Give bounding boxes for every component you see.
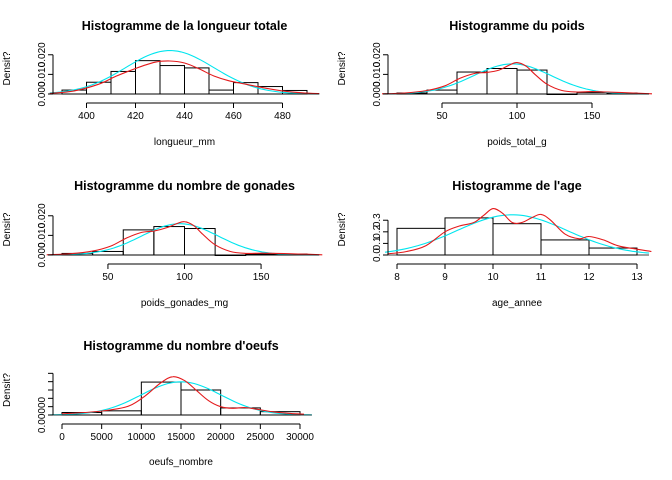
y-tick-label: 0.00000 — [37, 396, 48, 433]
histogram-panel-4: Histogramme de l'age 8 9 10 11 12 13 0.00.10.20… — [337, 179, 652, 309]
chart-title: Histogramme du poids — [449, 19, 584, 33]
kde-density-curve — [387, 208, 652, 255]
x-tick-label: 25000 — [246, 432, 274, 443]
histogram-bar — [516, 69, 548, 95]
histogram-bar — [588, 247, 638, 256]
histogram-bar — [159, 65, 185, 95]
x-axis-label: oeufs_nombre — [149, 457, 213, 468]
x-tick-label: 5000 — [91, 432, 114, 443]
x-tick-label: 440 — [176, 111, 193, 122]
histogram-bar — [101, 410, 142, 416]
histogram-bar — [540, 239, 590, 256]
x-tick-label: 10000 — [127, 432, 155, 443]
chart-title: Histogramme du nombre d'oeufs — [83, 339, 278, 353]
histogram-panel-5: Histogramme du nombre d'oeufs 0 5000 10000 1… — [2, 339, 314, 468]
x-tick-label: 460 — [225, 111, 242, 122]
x-tick-label: 12 — [583, 272, 595, 283]
histogram-bar — [140, 381, 182, 416]
histogram-panel-3: Histogramme du nombre de gonades 50 100 150… — [2, 179, 323, 309]
x-tick-label: 420 — [127, 111, 144, 122]
histogram-bar — [396, 227, 446, 256]
y-tick-label: 0.020 — [37, 42, 48, 67]
x-tick-label: 400 — [78, 111, 95, 122]
y-tick-label: 0.000 — [37, 81, 48, 106]
histogram-bar — [208, 89, 234, 95]
x-tick-label: 15000 — [167, 432, 195, 443]
x-tick-label: 30000 — [286, 432, 314, 443]
normal-density-curve — [49, 49, 320, 95]
x-tick-label: 9 — [442, 272, 448, 283]
x-tick-label: 150 — [253, 272, 270, 283]
y-tick-label: 0.000 — [372, 81, 383, 106]
y-axis-label: Densit? — [2, 373, 13, 407]
y-tick-label: 0.020 — [37, 203, 48, 228]
normal-density-curve — [384, 214, 650, 254]
y-tick-label: 0.020 — [372, 42, 383, 67]
chart-title: Histogramme de l'age — [452, 179, 581, 193]
y-tick-label: 0.000 — [37, 242, 48, 267]
x-axis-label: poids_total_g — [487, 137, 547, 148]
x-axis-label: poids_gonades_mg — [141, 298, 228, 309]
histogram-bar — [456, 71, 488, 95]
histogram-bar — [110, 70, 136, 95]
y-tick-label: 0.010 — [37, 61, 48, 86]
y-tick-label: 0.1 — [372, 236, 383, 250]
x-tick-label: 20000 — [207, 432, 235, 443]
histogram-bar — [135, 60, 161, 95]
y-tick-label: 0.2 — [372, 224, 383, 238]
y-axis-label: Densit? — [337, 212, 348, 246]
x-tick-label: 480 — [274, 111, 291, 122]
kde-density-curve — [381, 62, 653, 95]
y-axis-label: Densit? — [337, 51, 348, 85]
kde-density-curve — [46, 221, 323, 256]
x-tick-label: 50 — [102, 272, 114, 283]
x-tick-label: 10 — [487, 272, 499, 283]
x-tick-label: 13 — [631, 272, 643, 283]
histogram-panel-1: Histogramme de la longueur totale 400 420 4… — [2, 19, 320, 148]
x-axis-label: longueur_mm — [154, 137, 215, 148]
x-tick-label: 150 — [584, 111, 601, 122]
histogram-bar — [153, 226, 185, 256]
histogram-bar — [486, 68, 518, 95]
y-axis-label: Densit? — [2, 212, 13, 246]
y-tick-label: 0.010 — [37, 222, 48, 247]
chart-title: Histogramme du nombre de gonades — [74, 179, 295, 193]
histogram-panel-2: Histogramme du poids 50 100 150 0.0000.0100.… — [337, 19, 653, 148]
y-axis-label: Densit? — [2, 51, 13, 85]
x-tick-label: 8 — [394, 272, 400, 283]
y-tick-label: 0.0 — [372, 248, 383, 262]
y-tick-label: 0.3 — [372, 213, 383, 227]
x-tick-label: 11 — [536, 272, 547, 283]
x-tick-label: 50 — [436, 111, 448, 122]
x-tick-label: 100 — [509, 111, 526, 122]
kde-density-curve — [49, 60, 320, 95]
y-tick-label: 0.010 — [372, 61, 383, 86]
chart-title: Histogramme de la longueur totale — [82, 19, 288, 33]
x-tick-label: 100 — [176, 272, 193, 283]
histogram-bar — [492, 223, 542, 256]
kde-density-curve — [61, 376, 305, 415]
x-axis-label: age_annee — [492, 298, 542, 309]
x-tick-label: 0 — [59, 432, 65, 443]
